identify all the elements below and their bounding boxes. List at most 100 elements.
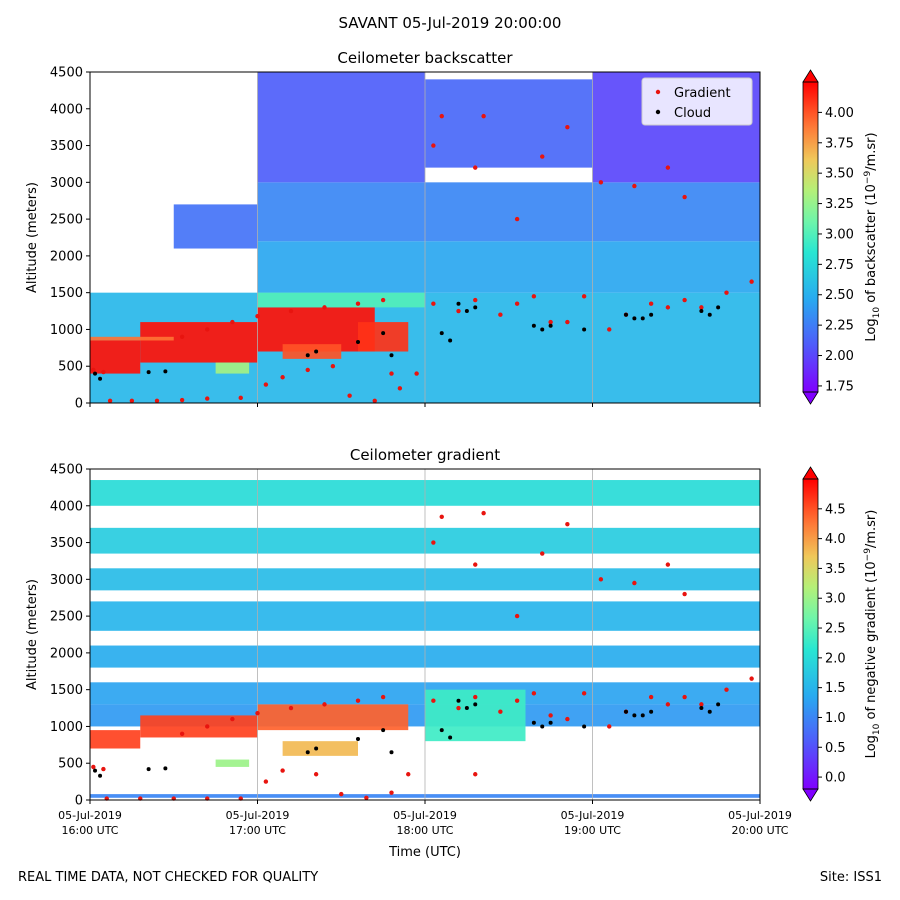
- legend-label: Gradient: [674, 86, 731, 101]
- gradient-point: [581, 691, 587, 696]
- gradient-point: [322, 305, 327, 310]
- gradient-point: [724, 290, 729, 295]
- gradient-point: [648, 694, 654, 700]
- colorbar-max-arrow: [802, 466, 819, 480]
- y-tick-label: 2500: [50, 610, 83, 625]
- colorbar-tick-label: 3.75: [825, 136, 854, 151]
- gradient-point: [389, 371, 394, 376]
- heatmap-cell: [282, 344, 342, 359]
- y-tick-label: 4500: [50, 463, 83, 478]
- cloud-point: [699, 706, 704, 711]
- gradient-point: [548, 713, 553, 718]
- heatmap-cell: [215, 362, 250, 374]
- heatmap-cell: [358, 322, 409, 352]
- gradient-point: [456, 705, 461, 711]
- gradient-point: [431, 540, 436, 545]
- cloud-point: [98, 376, 103, 381]
- gradient-point: [179, 731, 185, 736]
- colorbar-tick-label: 2.75: [825, 258, 854, 273]
- gradient-point: [322, 702, 327, 707]
- gradient-point: [598, 180, 604, 185]
- gradient-point: [380, 297, 386, 303]
- cloud-point: [163, 369, 168, 374]
- gradient-point: [498, 312, 503, 317]
- y-tick-label: 3500: [50, 139, 83, 154]
- gradient-point: [749, 279, 754, 284]
- cloud-point: [448, 338, 453, 343]
- heatmap-cell: [90, 340, 141, 374]
- x-tick-label: 16:00 UTC: [61, 824, 118, 837]
- cloud-point: [381, 728, 386, 733]
- cloud-point: [456, 301, 461, 306]
- cloud-point: [640, 316, 645, 321]
- heatmap-cell: [140, 322, 258, 363]
- colorbar-label: Log10 of negative gradient (10−9/m.sr): [863, 510, 882, 759]
- cloud-point: [540, 327, 545, 332]
- gradient-point: [665, 305, 671, 310]
- heatmap-cell: [90, 336, 174, 341]
- cloud-point: [305, 750, 310, 755]
- site-label: Site: ISS1: [819, 870, 882, 885]
- gradient-point: [305, 367, 310, 373]
- cloud-point: [540, 724, 545, 729]
- figure-title: SAVANT 05-Jul-2019 20:00:00: [338, 14, 562, 32]
- x-tick-label: 18:00 UTC: [396, 824, 453, 837]
- heatmap-cell: [257, 241, 760, 293]
- gradient-point: [473, 165, 478, 170]
- colorbar-tick-label: 4.5: [825, 502, 846, 517]
- cloud-point: [649, 312, 654, 317]
- cloud-point: [716, 305, 721, 310]
- gradient-point: [632, 580, 637, 586]
- cloud-point: [456, 698, 461, 703]
- heatmap-cell: [257, 292, 425, 308]
- gradient-point: [414, 371, 419, 376]
- y-axis-label: Altitude (meters): [25, 579, 40, 690]
- gradient-point: [724, 687, 729, 692]
- gradient-point: [101, 369, 106, 375]
- quality-disclaimer: REAL TIME DATA, NOT CHECKED FOR QUALITY: [18, 870, 319, 885]
- gradient-point: [339, 791, 344, 797]
- gradient-point: [665, 165, 671, 170]
- gradient-point: [389, 790, 394, 795]
- gradient-point: [288, 308, 294, 314]
- gradient-point: [355, 301, 361, 306]
- colorbar-max-arrow: [802, 69, 819, 83]
- colorbar-tick-label: 2.0: [825, 651, 846, 666]
- gradient-point: [682, 297, 687, 303]
- y-tick-label: 1000: [50, 323, 83, 338]
- cloud-point: [531, 720, 536, 725]
- y-tick-label: 3000: [50, 573, 83, 588]
- gradient-point: [288, 705, 294, 711]
- gradient-point: [431, 698, 436, 703]
- gradient-point: [364, 795, 369, 800]
- colorbar-tick-label: 4.00: [825, 106, 854, 121]
- y-tick-label: 4000: [50, 499, 83, 514]
- cloud-point: [98, 773, 103, 778]
- x-tick-label: 20:00 UTC: [731, 824, 788, 837]
- cloud-point: [146, 370, 151, 375]
- gradient-point: [514, 216, 520, 222]
- colorbar: 0.0 0.5 1.0 1.5 2.0 2.5 3.0 3.5 4.0 4.5 Log10 of n…: [802, 466, 882, 802]
- colorbar-tick-label: 3.50: [825, 167, 854, 182]
- gradient-point: [129, 398, 135, 403]
- colorbar-label: Log10 of backscatter (10−9/m.sr): [863, 132, 882, 341]
- legend: Gradient Cloud: [641, 77, 753, 126]
- cloud-point: [314, 746, 319, 751]
- gradient-point: [565, 521, 570, 527]
- gradient-point: [313, 772, 319, 777]
- gradient-point: [456, 308, 461, 314]
- gradient-point: [397, 386, 403, 391]
- heatmap-cell: [257, 704, 409, 731]
- cloud-point: [146, 767, 151, 772]
- gradient-point: [205, 396, 210, 401]
- x-tick-label: 19:00 UTC: [564, 824, 621, 837]
- colorbar-tick-label: 3.0: [825, 592, 846, 607]
- heatmap-cell: [257, 72, 425, 183]
- y-tick-label: 3000: [50, 176, 83, 191]
- gradient-point: [280, 375, 285, 380]
- gradient-point: [380, 694, 386, 700]
- gradient-point: [473, 772, 478, 777]
- gradient-point: [699, 305, 704, 310]
- x-tick-label: 05-Jul-2019: [58, 809, 122, 822]
- cloud-point: [473, 305, 478, 310]
